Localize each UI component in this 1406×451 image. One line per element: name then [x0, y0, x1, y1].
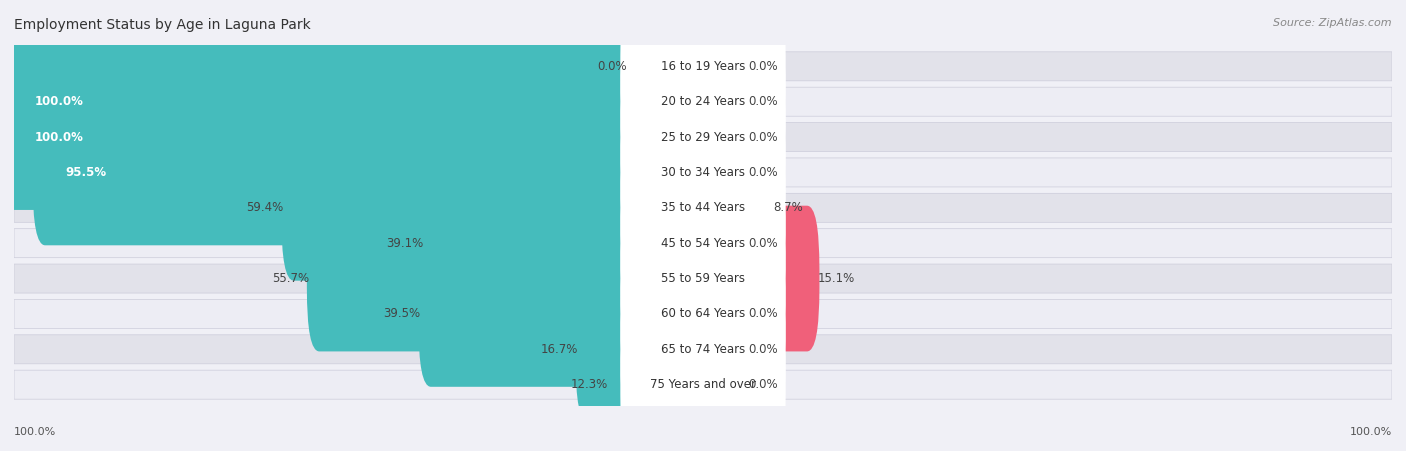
Text: 55 to 59 Years: 55 to 59 Years — [661, 272, 745, 285]
Text: 39.5%: 39.5% — [384, 308, 420, 320]
FancyBboxPatch shape — [620, 0, 786, 147]
FancyBboxPatch shape — [14, 52, 1392, 81]
Text: Employment Status by Age in Laguna Park: Employment Status by Age in Laguna Park — [14, 18, 311, 32]
FancyBboxPatch shape — [14, 229, 1392, 258]
Text: 20 to 24 Years: 20 to 24 Years — [661, 95, 745, 108]
Text: 75 Years and over: 75 Years and over — [650, 378, 756, 391]
Text: 39.1%: 39.1% — [387, 237, 423, 250]
Text: 100.0%: 100.0% — [1350, 428, 1392, 437]
FancyBboxPatch shape — [620, 268, 786, 431]
FancyBboxPatch shape — [14, 158, 1392, 187]
FancyBboxPatch shape — [14, 123, 1392, 152]
Text: 15.1%: 15.1% — [817, 272, 855, 285]
Text: 0.0%: 0.0% — [748, 60, 778, 73]
FancyBboxPatch shape — [32, 100, 716, 245]
FancyBboxPatch shape — [690, 276, 749, 422]
FancyBboxPatch shape — [620, 197, 786, 360]
FancyBboxPatch shape — [690, 312, 749, 451]
Text: 35 to 44 Years: 35 to 44 Years — [661, 201, 745, 214]
Text: 0.0%: 0.0% — [748, 343, 778, 356]
FancyBboxPatch shape — [690, 241, 749, 387]
Text: 0.0%: 0.0% — [748, 166, 778, 179]
FancyBboxPatch shape — [575, 276, 716, 422]
Text: 16.7%: 16.7% — [540, 343, 578, 356]
FancyBboxPatch shape — [690, 0, 749, 139]
Text: 100.0%: 100.0% — [35, 131, 83, 143]
FancyBboxPatch shape — [14, 193, 1392, 222]
FancyBboxPatch shape — [620, 20, 786, 183]
FancyBboxPatch shape — [620, 304, 786, 451]
Text: 45 to 54 Years: 45 to 54 Years — [661, 237, 745, 250]
FancyBboxPatch shape — [14, 264, 1392, 293]
Text: 16 to 19 Years: 16 to 19 Years — [661, 60, 745, 73]
Text: 0.0%: 0.0% — [748, 308, 778, 320]
Text: 59.4%: 59.4% — [246, 201, 284, 214]
FancyBboxPatch shape — [690, 170, 749, 316]
FancyBboxPatch shape — [620, 126, 786, 289]
Text: 0.0%: 0.0% — [748, 378, 778, 391]
Text: 60 to 64 Years: 60 to 64 Years — [661, 308, 745, 320]
Text: 100.0%: 100.0% — [14, 428, 56, 437]
FancyBboxPatch shape — [690, 64, 749, 210]
Text: 0.0%: 0.0% — [748, 237, 778, 250]
Text: 8.7%: 8.7% — [773, 201, 803, 214]
FancyBboxPatch shape — [14, 87, 1392, 116]
FancyBboxPatch shape — [14, 299, 1392, 328]
Text: 100.0%: 100.0% — [35, 95, 83, 108]
FancyBboxPatch shape — [419, 241, 716, 387]
FancyBboxPatch shape — [690, 206, 820, 351]
FancyBboxPatch shape — [422, 170, 716, 316]
FancyBboxPatch shape — [690, 135, 775, 281]
FancyBboxPatch shape — [1, 64, 716, 210]
Text: Source: ZipAtlas.com: Source: ZipAtlas.com — [1274, 18, 1392, 28]
FancyBboxPatch shape — [620, 56, 786, 218]
FancyBboxPatch shape — [690, 100, 749, 245]
FancyBboxPatch shape — [620, 91, 786, 254]
Text: 30 to 34 Years: 30 to 34 Years — [661, 166, 745, 179]
Text: 0.0%: 0.0% — [748, 95, 778, 108]
FancyBboxPatch shape — [620, 233, 786, 395]
Text: 95.5%: 95.5% — [66, 166, 107, 179]
FancyBboxPatch shape — [14, 370, 1392, 399]
Text: 55.7%: 55.7% — [271, 272, 309, 285]
FancyBboxPatch shape — [690, 29, 749, 175]
FancyBboxPatch shape — [1, 29, 716, 175]
Text: 65 to 74 Years: 65 to 74 Years — [661, 343, 745, 356]
Text: 0.0%: 0.0% — [598, 60, 627, 73]
FancyBboxPatch shape — [307, 206, 716, 351]
FancyBboxPatch shape — [620, 162, 786, 325]
FancyBboxPatch shape — [14, 335, 1392, 364]
Text: 25 to 29 Years: 25 to 29 Years — [661, 131, 745, 143]
FancyBboxPatch shape — [281, 135, 716, 281]
Text: 0.0%: 0.0% — [748, 131, 778, 143]
Text: 12.3%: 12.3% — [571, 378, 607, 391]
FancyBboxPatch shape — [606, 312, 716, 451]
